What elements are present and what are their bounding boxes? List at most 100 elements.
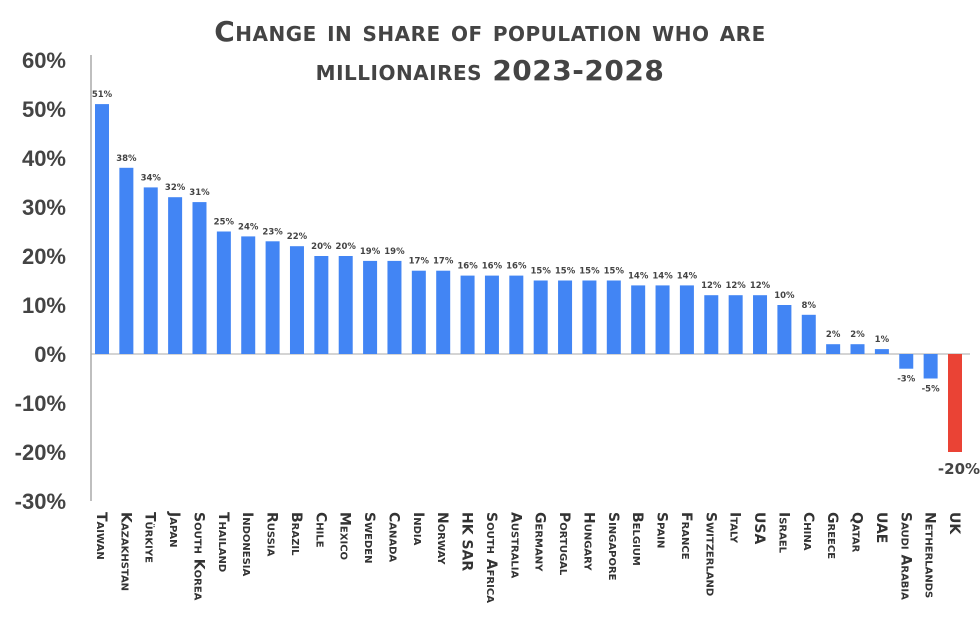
bar-usa [753, 295, 768, 354]
data-label: 23% [262, 227, 283, 237]
y-tick-label: -20% [15, 440, 66, 465]
bar-china [801, 314, 816, 354]
bar-spain [655, 285, 670, 354]
x-tick-label: Russia [264, 512, 280, 557]
data-label: -20% [938, 460, 980, 478]
data-label: 8% [802, 301, 817, 311]
data-label: 24% [238, 222, 259, 232]
data-label: 19% [360, 247, 381, 257]
bar-mexico [338, 256, 353, 354]
data-label: -3% [897, 375, 915, 385]
data-label: 10% [774, 291, 795, 301]
bar-japan [168, 197, 183, 354]
bar-belgium [631, 285, 646, 354]
x-tick-label: Spain [654, 512, 670, 548]
data-label: 38% [116, 154, 137, 164]
data-label: -5% [922, 385, 940, 395]
x-tick-label: Switzerland [702, 512, 718, 596]
data-label: 20% [311, 242, 332, 252]
y-tick-label: 20% [22, 244, 66, 269]
bar-hungary [582, 280, 597, 354]
x-tick-label: Singapore [605, 512, 621, 581]
data-label: 15% [531, 267, 552, 277]
bar-canada [387, 260, 402, 354]
x-tick-label: UAE [873, 512, 889, 543]
x-tick-label: Germany [532, 512, 548, 572]
x-tick-label: Mexico [337, 512, 353, 560]
data-label: 31% [189, 188, 210, 198]
chart-title-line-1: Change in share of population who are [214, 15, 766, 48]
data-label: 14% [652, 271, 673, 281]
data-label: 15% [604, 267, 625, 277]
bar-singapore [606, 280, 621, 354]
y-tick-label: -10% [15, 391, 66, 416]
data-label: 51% [92, 90, 113, 100]
bar-switzerland [704, 295, 719, 354]
y-tick-label: 60% [22, 48, 66, 73]
x-tick-label: HK SAR [459, 512, 475, 571]
x-tick-label: South Korea [190, 512, 206, 601]
x-tick-label: Israel [775, 512, 791, 554]
y-tick-label: 10% [22, 293, 66, 318]
data-label: 15% [555, 267, 576, 277]
x-tick-label: Chile [312, 512, 328, 548]
bar-qatar [850, 344, 865, 354]
data-label: 17% [433, 257, 454, 267]
bar-australia [509, 275, 524, 354]
x-tick-label: France [678, 512, 694, 560]
data-label: 16% [506, 262, 527, 272]
data-label: 14% [628, 271, 649, 281]
x-tick-label: Greece [824, 512, 840, 559]
bar-uk [948, 354, 962, 452]
data-label: 12% [750, 281, 771, 291]
bar-thailand [216, 231, 231, 354]
data-label: 2% [826, 330, 841, 340]
bar-france [679, 285, 694, 354]
bar-türkiye [143, 187, 158, 354]
bar-greece [826, 344, 841, 354]
x-tick-label: Italy [727, 512, 743, 544]
chart-title-line-2: millionaires 2023-2028 [316, 54, 665, 87]
bar-israel [777, 305, 792, 354]
x-tick-label: China [800, 512, 816, 551]
data-label: 2% [850, 330, 865, 340]
bar-portugal [558, 280, 573, 354]
x-tick-label: UK [946, 512, 962, 535]
bar-india [411, 270, 426, 354]
x-tick-label: Canada [385, 512, 401, 562]
bar-sweden [363, 260, 378, 354]
x-tick-label: Belgium [629, 512, 645, 566]
y-tick-label: 30% [22, 195, 66, 220]
x-axis: Taiwan Kazakhstan Türkiye Japan South Korea T… [93, 511, 962, 603]
bar-kazakhstan [119, 167, 134, 354]
data-label: 14% [677, 271, 698, 281]
x-tick-label: Japan [166, 511, 182, 547]
data-label: 25% [214, 218, 235, 228]
bar-south-africa [484, 275, 499, 354]
bar-netherlands [923, 354, 938, 379]
x-tick-label: Saudi Arabia [897, 512, 913, 600]
bar-uae [874, 349, 889, 354]
data-label: 15% [579, 267, 600, 277]
y-axis: 60% 50% 40% 30% 20% 10% 0% -10% -20% -30% [15, 48, 970, 514]
bars [95, 104, 962, 452]
x-tick-label: India [410, 512, 426, 546]
x-tick-label: Norway [434, 512, 450, 565]
bar-germany [533, 280, 548, 354]
x-tick-label: Brazil [288, 512, 304, 556]
bar-chile [314, 256, 329, 354]
x-tick-label: Indonesia [239, 512, 255, 577]
x-tick-label: Australia [507, 512, 523, 579]
bar-hk-sar [460, 275, 475, 354]
bar-indonesia [241, 236, 256, 354]
data-label: 34% [141, 173, 162, 183]
x-tick-label: Türkiye [142, 512, 158, 563]
bar-taiwan [95, 104, 109, 354]
x-tick-label: Sweden [361, 512, 377, 563]
bar-brazil [289, 246, 304, 354]
bar-italy [728, 295, 743, 354]
data-label: 16% [457, 262, 478, 272]
data-labels: 51%38%34%32% 31%25% 24% 23% 22%20% 20% 19% 19%1… [92, 90, 980, 478]
bar-norway [436, 270, 451, 354]
